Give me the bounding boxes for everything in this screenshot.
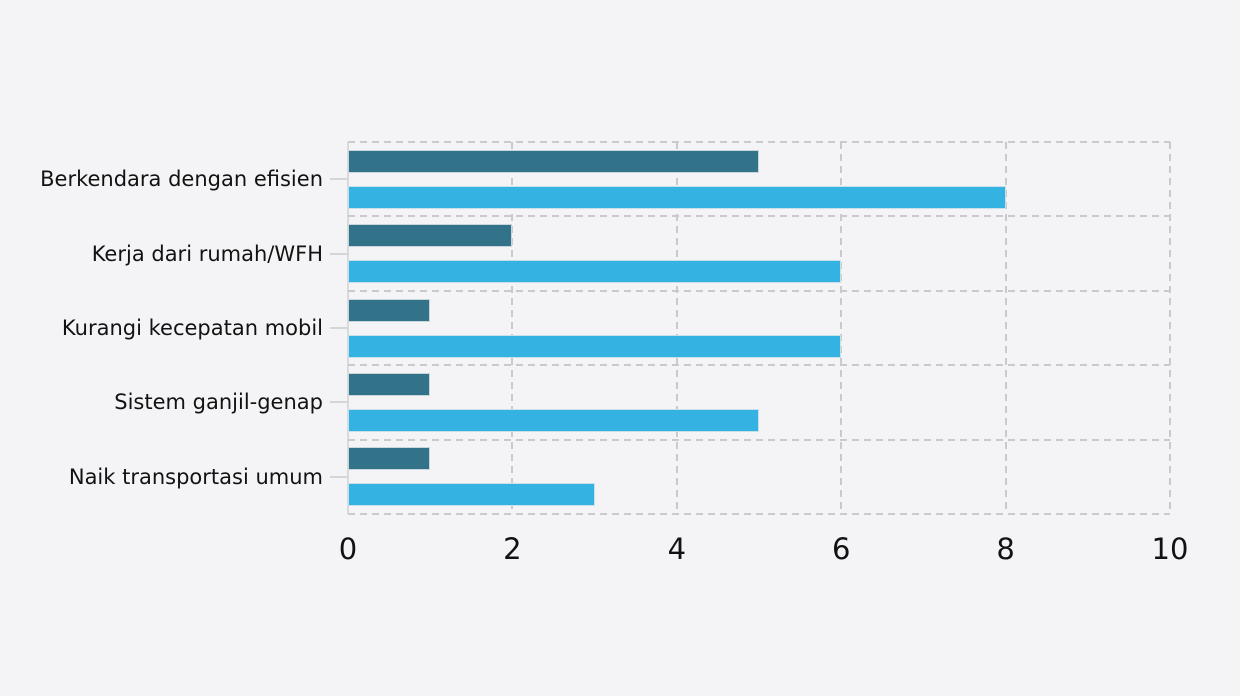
bar-light-blue-series-3 (348, 408, 759, 432)
bar-dark-teal-series-3 (348, 372, 431, 396)
bar-dark-teal-series-4 (348, 447, 431, 471)
x-tick-label: 6 (831, 532, 851, 566)
gridline-horizontal (348, 513, 1170, 515)
gridline-horizontal (348, 289, 1170, 292)
gridline-horizontal (348, 364, 1170, 367)
bar-light-blue-series-4 (348, 483, 595, 507)
category-label: Naik transportasi umum (68, 464, 323, 489)
category-label: Berkendara dengan efisien (40, 167, 323, 192)
y-tick-mark (330, 178, 348, 181)
gridline-vertical (1004, 142, 1007, 514)
gridline-horizontal (348, 438, 1170, 441)
bar-dark-teal-series-1 (348, 224, 513, 248)
gridline-vertical (675, 142, 678, 514)
bar-dark-teal-series-2 (348, 298, 431, 322)
y-tick-mark (330, 475, 348, 478)
x-tick-label: 4 (667, 532, 687, 566)
x-tick-label: 0 (338, 532, 358, 566)
y-tick-mark (330, 327, 348, 329)
gridline-vertical (840, 142, 843, 514)
category-label: Kerja dari rumah/WFH (91, 241, 323, 266)
category-label: Sistem ganjil-genap (114, 390, 323, 415)
y-axis-line (347, 142, 349, 514)
bar-dark-teal-series-0 (348, 149, 759, 173)
bar-light-blue-series-1 (348, 260, 842, 284)
y-tick-mark (330, 252, 348, 255)
x-tick-label: 8 (996, 532, 1015, 566)
x-tick-label: 2 (503, 532, 522, 566)
gridline-vertical (511, 142, 514, 514)
gridline-vertical (1169, 142, 1171, 514)
category-label: Kurangi kecepatan mobil (61, 316, 323, 340)
y-tick-mark (330, 401, 348, 404)
x-tick-label: 10 (1151, 532, 1189, 566)
plot-area (347, 141, 1171, 515)
gridline-horizontal (348, 141, 1170, 143)
gridline-horizontal (348, 215, 1170, 218)
bar-light-blue-series-2 (348, 334, 842, 358)
bar-light-blue-series-0 (348, 185, 1006, 209)
